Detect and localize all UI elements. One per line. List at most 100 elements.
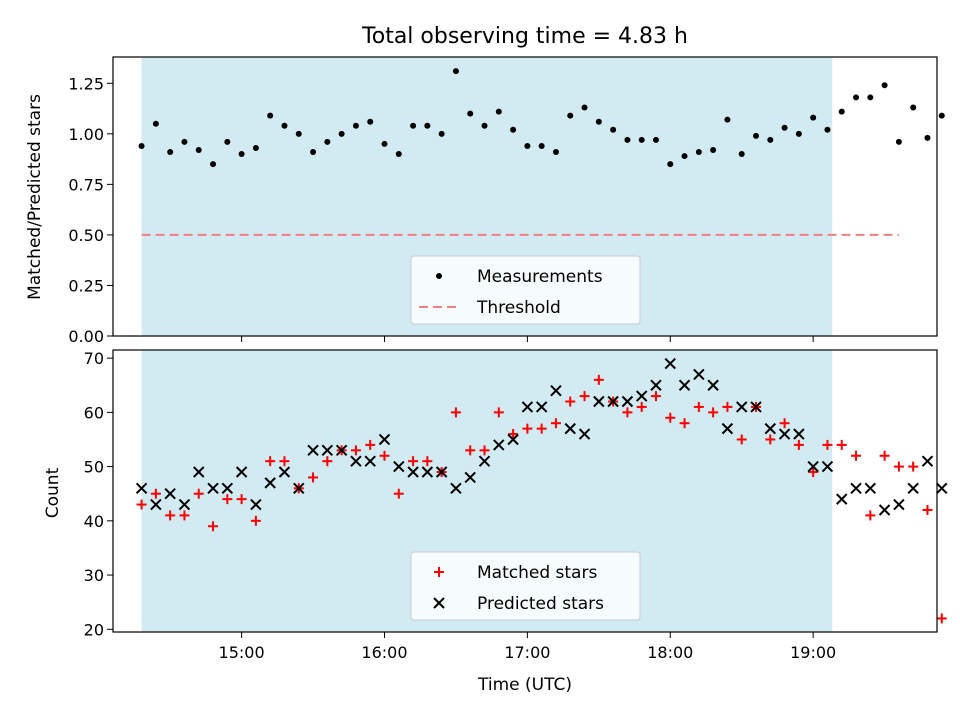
predicted-star-stroke bbox=[578, 428, 591, 440]
predicted-star-stroke bbox=[693, 368, 705, 381]
measurement-point bbox=[853, 94, 860, 101]
predicted-star-stroke bbox=[421, 466, 434, 478]
measurement-point bbox=[224, 138, 231, 145]
matched-star-point bbox=[865, 510, 876, 521]
matched-star-point bbox=[708, 407, 719, 418]
count-legend: Matched stars Predicted stars bbox=[410, 551, 641, 621]
predicted-star-stroke bbox=[936, 482, 948, 494]
predicted-star-stroke bbox=[750, 401, 762, 413]
predicted-star-stroke bbox=[921, 455, 934, 467]
predicted-star-point bbox=[135, 482, 148, 494]
predicted-star-point bbox=[164, 488, 176, 500]
predicted-star-point bbox=[550, 384, 562, 397]
predicted-star-point bbox=[764, 422, 777, 435]
predicted-star-point bbox=[936, 482, 948, 494]
measurement-point bbox=[695, 149, 702, 156]
matched-star-point bbox=[322, 456, 333, 467]
matched-star-point bbox=[851, 450, 862, 461]
matched-star-point bbox=[579, 391, 590, 402]
predicted-star-point bbox=[293, 482, 305, 494]
predicted-star-stroke bbox=[407, 466, 419, 478]
measurement-point bbox=[324, 138, 331, 145]
predicted-star-stroke bbox=[307, 444, 319, 457]
matched-star-point bbox=[250, 515, 261, 526]
predicted-star-stroke bbox=[378, 433, 391, 446]
y-tick-label: 0.25 bbox=[68, 276, 104, 295]
matched-star-point bbox=[308, 472, 319, 483]
measurement-point bbox=[210, 161, 217, 168]
measurement-point bbox=[610, 126, 617, 133]
legend-x-b bbox=[433, 597, 445, 609]
predicted-star-stroke bbox=[193, 466, 205, 478]
measurement-point bbox=[295, 130, 302, 137]
y-axis-label: Matched/Predicted stars bbox=[25, 94, 45, 300]
matched-star-point bbox=[722, 401, 733, 412]
measurement-point bbox=[481, 122, 488, 129]
measurement-point bbox=[310, 149, 317, 156]
y-tick-label: 0.00 bbox=[68, 327, 104, 346]
predicted-star-stroke bbox=[493, 439, 505, 451]
measurement-point bbox=[352, 122, 359, 129]
matched-star-point bbox=[822, 439, 833, 450]
predicted-star-point bbox=[564, 422, 576, 435]
predicted-star-stroke bbox=[364, 455, 376, 467]
matched-star-point bbox=[365, 439, 376, 450]
measurement-point bbox=[181, 138, 188, 145]
y-tick-label: 60 bbox=[84, 403, 104, 422]
predicted-star-stroke bbox=[821, 460, 834, 473]
predicted-star-point bbox=[578, 428, 591, 440]
axes-frame bbox=[112, 349, 938, 633]
predicted-star-stroke bbox=[664, 357, 676, 370]
predicted-star-stroke bbox=[736, 401, 748, 413]
predicted-star-point bbox=[264, 477, 276, 489]
x-axis-label: Time (UTC) bbox=[477, 675, 572, 695]
measurement-point bbox=[624, 136, 631, 143]
measurement-point bbox=[738, 151, 745, 158]
measurement-point bbox=[338, 130, 345, 137]
predicted-star-stroke bbox=[893, 498, 905, 511]
predicted-star-stroke bbox=[478, 455, 491, 467]
matched-star-point bbox=[136, 499, 147, 510]
predicted-star-point bbox=[864, 482, 877, 494]
measurement-point bbox=[838, 108, 845, 115]
predicted-star-stroke bbox=[793, 428, 805, 440]
predicted-star-point bbox=[707, 379, 719, 391]
x-tick-label: 15:00 bbox=[219, 643, 265, 662]
measurement-point bbox=[581, 104, 588, 111]
predicted-star-point bbox=[893, 498, 905, 511]
predicted-star-stroke bbox=[335, 444, 348, 457]
measurement-point bbox=[510, 126, 517, 133]
matched-star-point bbox=[536, 423, 547, 434]
legend-label: Matched stars bbox=[477, 563, 597, 583]
matched-star-point bbox=[736, 434, 747, 445]
x-tick-label: 19:00 bbox=[790, 643, 836, 662]
predicted-star-point bbox=[393, 460, 405, 473]
x-tick-label: 16:00 bbox=[361, 643, 407, 662]
y-tick-label: 30 bbox=[84, 566, 104, 585]
matched-star-point bbox=[893, 461, 904, 472]
predicted-star-point bbox=[235, 466, 248, 478]
legend-plus-swatch bbox=[434, 567, 444, 577]
measurement-point bbox=[538, 142, 545, 149]
predicted-star-point bbox=[921, 455, 934, 467]
measurement-point bbox=[595, 118, 602, 125]
measurement-point bbox=[638, 136, 645, 143]
predicted-star-stroke bbox=[521, 401, 534, 413]
x-tick-label: 18:00 bbox=[647, 643, 693, 662]
predicted-star-stroke bbox=[650, 379, 662, 391]
predicted-star-stroke bbox=[321, 444, 334, 457]
predicted-star-point bbox=[307, 444, 319, 457]
measurement-point bbox=[438, 130, 445, 137]
predicted-star-point bbox=[693, 368, 705, 381]
predicted-star-point bbox=[635, 390, 648, 402]
measurement-point bbox=[910, 104, 917, 111]
predicted-star-stroke bbox=[393, 460, 405, 473]
predicted-star-point bbox=[407, 466, 419, 478]
predicted-star-stroke bbox=[135, 482, 148, 494]
measurement-point bbox=[410, 122, 417, 129]
predicted-star-stroke bbox=[207, 482, 219, 494]
measurement-point bbox=[710, 147, 717, 153]
measurement-point bbox=[195, 147, 202, 153]
predicted-star-point bbox=[621, 395, 634, 408]
predicted-star-point bbox=[250, 498, 262, 511]
